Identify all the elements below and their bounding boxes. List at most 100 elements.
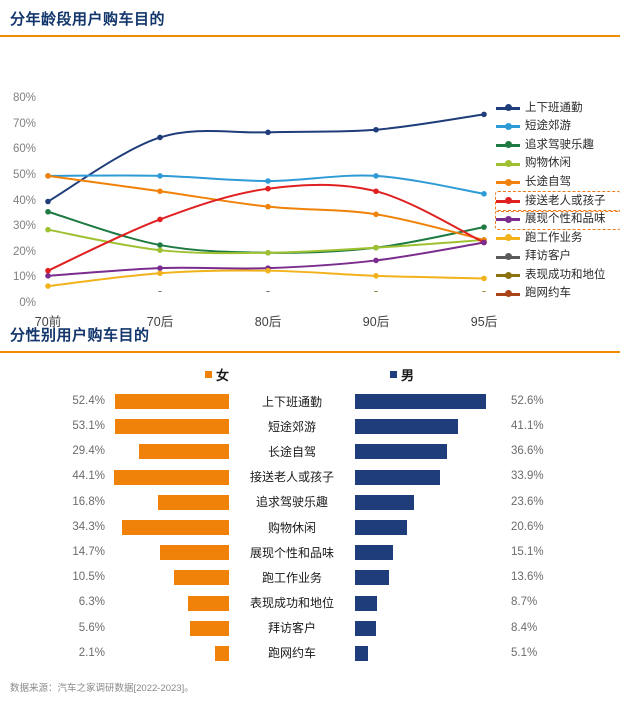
category-label: 拜访客户 [267,621,316,636]
legend-item[interactable]: 上下班通勤 [496,99,620,118]
x-tick-label: 70后 [146,315,174,329]
male-bar[interactable] [355,595,377,611]
category-label: 接送老人或孩子 [249,470,334,485]
female-bar-cell [111,494,229,510]
legend-item[interactable]: 表现成功和地位 [496,266,620,285]
age-section-header: 分年龄段用户购车目的 [0,0,620,35]
bar-row: 53.1% 短途郊游 41.1% [0,414,620,439]
line-data-point [373,273,379,279]
female-bar[interactable] [122,520,229,536]
line-data-point [265,185,271,192]
male-bar[interactable] [355,469,440,485]
legend-item[interactable]: 拜访客户 [496,248,620,267]
age-line-chart: 0% 10% 20% 30% 40% 50% 60% 70% 80% 70前 70后 80后 90后 9… [0,37,620,328]
age-section-title: 分年龄段用户购车目的 [10,11,166,28]
male-bar[interactable] [355,494,414,510]
female-bar[interactable] [160,545,229,561]
y-tick-label: 70% [12,117,36,130]
male-bar[interactable] [355,620,376,636]
y-tick-label: 30% [12,220,36,233]
female-bar[interactable] [139,444,229,460]
male-value-label: 15.1% [511,545,544,558]
male-bar[interactable] [355,645,368,661]
category-label: 展现个性和品味 [249,545,334,560]
legend-item[interactable]: 短途郊游 [496,118,620,137]
male-bar[interactable] [355,570,389,586]
female-bar[interactable] [114,469,229,485]
line-data-point [373,173,379,179]
line-data-point [157,216,163,223]
male-value-label: 52.6% [511,394,544,407]
female-bar[interactable] [188,595,229,611]
line-data-point [157,265,163,271]
line-data-point [157,134,163,141]
gender-section-header: 分性别用户购车目的 [0,316,620,351]
male-bar[interactable] [355,394,486,410]
female-bar[interactable] [115,394,229,410]
male-bar[interactable] [355,520,407,536]
female-bar[interactable] [158,494,229,510]
bar-row: 14.7% 展现个性和品味 15.1% [0,540,620,565]
line-chart-canvas [45,111,487,292]
female-bar-cell [111,419,229,435]
male-bar[interactable] [355,419,458,435]
legend-color-swatch-icon [496,104,520,112]
male-bar-cell [355,545,505,561]
line-data-point [45,173,51,179]
legend-color-swatch-icon [496,234,520,242]
gender-section-divider [0,351,620,353]
legend-color-swatch-icon [496,197,520,205]
bar-row: 16.8% 追求驾驶乐趣 23.6% [0,490,620,515]
legend-item[interactable]: 跑网约车 [496,285,620,304]
gender-legend-swatch-icon [390,371,397,378]
female-value-label: 2.1% [78,646,105,659]
legend-item-label: 拜访客户 [525,250,571,263]
line-data-point [45,198,51,205]
legend-item[interactable]: 跑工作业务 [496,229,620,248]
legend-item-label: 表现成功和地位 [525,268,606,281]
male-value-label: 13.6% [511,571,544,584]
male-value-label: 41.1% [511,420,544,433]
line-data-point [265,129,271,136]
category-label: 购物休闲 [267,520,316,535]
female-bar-cell [111,444,229,460]
legend-item[interactable]: 展现个性和品味 [495,209,620,231]
line-data-point [481,191,487,197]
line-data-point [373,126,379,133]
male-bar-cell [355,419,505,435]
legend-item-label: 接送老人或孩子 [525,194,606,207]
male-bar-cell [355,469,505,485]
legend-color-swatch-icon [496,215,520,223]
gender-bar-rows: 52.4% 上下班通勤 52.6% 53.1% 短途郊游 41.1% 29.4% 长途自驾 36… [0,389,620,666]
male-bar[interactable] [355,444,447,460]
female-bar[interactable] [215,645,229,661]
y-tick-label: 40% [12,194,36,207]
line-data-point [45,273,51,279]
line-data-point [373,257,379,264]
female-bar[interactable] [174,570,229,586]
female-bar-cell [111,469,229,485]
female-value-label: 14.7% [72,545,105,558]
bar-row: 6.3% 表现成功和地位 8.7% [0,591,620,616]
female-value-label: 44.1% [72,470,105,483]
gender-legend-item[interactable]: 男 [390,365,414,384]
legend-item[interactable]: 追求驾驶乐趣 [496,136,620,155]
y-tick-label: 60% [12,143,36,156]
category-label: 上下班通勤 [261,394,322,409]
legend-item[interactable]: 购物休闲 [496,155,620,174]
gender-legend-item[interactable]: 女 [205,365,229,384]
male-bar[interactable] [355,545,393,561]
legend-item-label: 购物休闲 [525,157,571,170]
category-label: 长途自驾 [267,444,316,459]
legend-color-swatch-icon [496,178,520,186]
line-data-point [45,226,51,233]
gender-section-title: 分性别用户购车目的 [10,327,150,344]
female-bar-cell [111,520,229,536]
female-bar[interactable] [190,620,229,636]
x-tick-label: 90后 [362,315,390,329]
gender-legend-label: 女 [216,368,230,383]
legend-item[interactable]: 接送老人或孩子 [495,190,620,212]
category-label: 跑工作业务 [261,570,322,585]
female-bar[interactable] [115,419,229,435]
legend-item[interactable]: 长途自驾 [496,173,620,192]
